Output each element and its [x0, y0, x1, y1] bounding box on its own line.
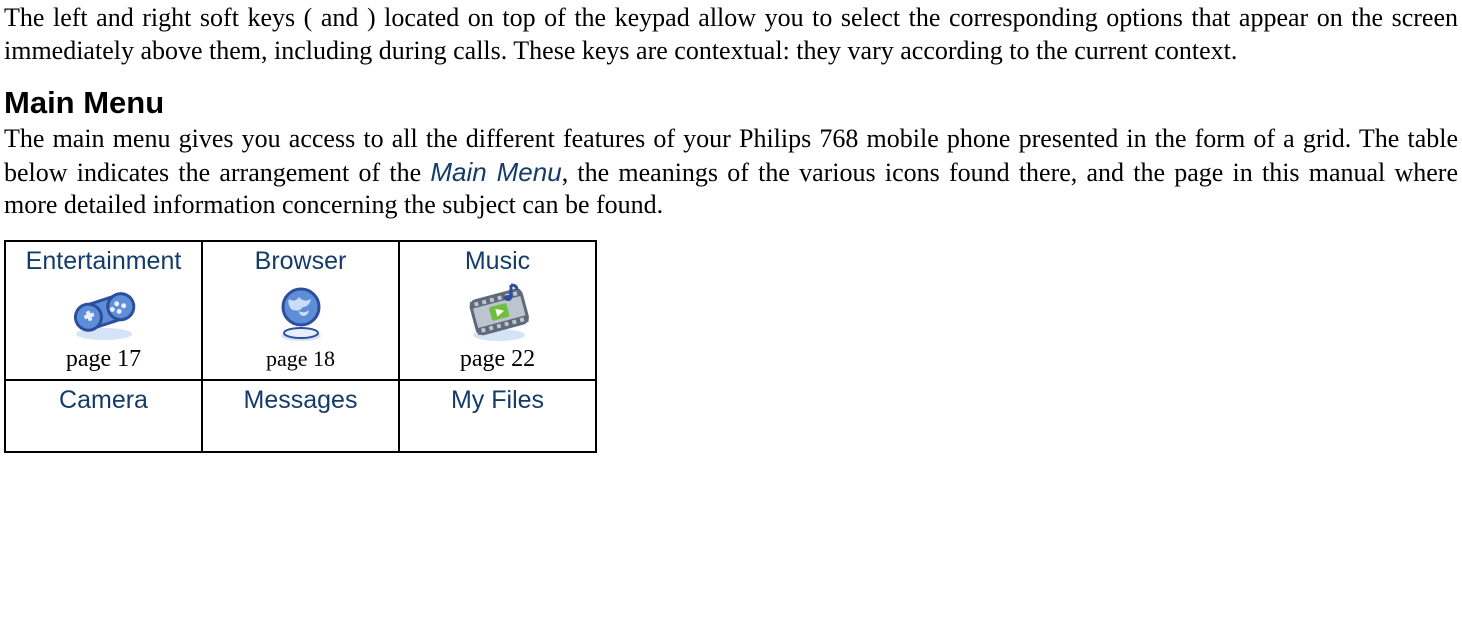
main-menu-table: Entertainment [4, 240, 597, 453]
paragraph-mainmenu: The main menu gives you access to all th… [4, 123, 1458, 222]
cell-messages: Messages [202, 380, 399, 452]
cell-title: Entertainment [6, 242, 201, 278]
cell-title: Music [400, 242, 595, 278]
heading-main-menu: Main Menu [4, 85, 1458, 121]
paragraph-softkeys: The left and right soft keys ( and ) loc… [4, 2, 1458, 67]
table-row: Camera Messages My Files [5, 380, 596, 452]
cell-music: Music [399, 241, 596, 380]
cell-camera: Camera [5, 380, 202, 452]
music-icon [400, 278, 595, 346]
cell-browser: Browser page 18 [202, 241, 399, 380]
cell-entertainment: Entertainment [5, 241, 202, 380]
cell-title: My Files [400, 381, 595, 417]
cell-title: Messages [203, 381, 398, 417]
table-row: Entertainment [5, 241, 596, 380]
page-ref: page 22 [400, 346, 595, 379]
cell-title: Browser [203, 242, 398, 278]
page-ref: page 18 [203, 346, 398, 378]
entertainment-icon [6, 278, 201, 346]
browser-icon [203, 278, 398, 346]
cell-myfiles: My Files [399, 380, 596, 452]
page-ref: page 17 [6, 346, 201, 379]
cell-title: Camera [6, 381, 201, 417]
mainmenu-ref: Main Menu [430, 157, 561, 187]
